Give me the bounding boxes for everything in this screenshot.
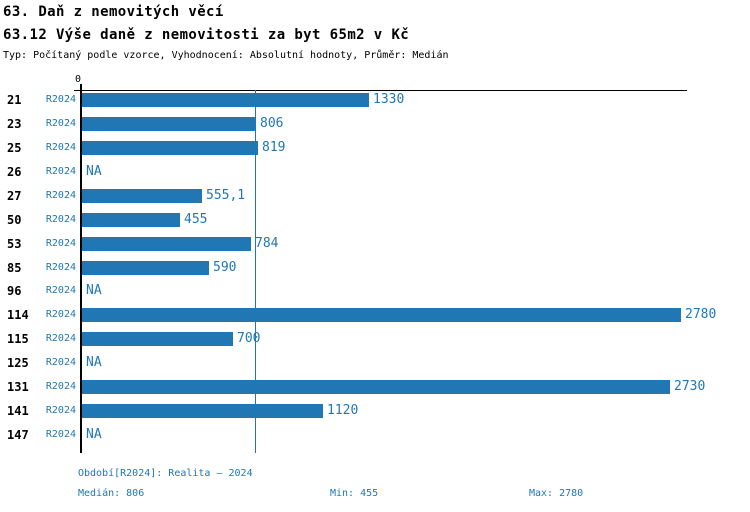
row-category: 131 bbox=[7, 380, 29, 394]
chart-row: 115 R2024 700 bbox=[0, 327, 750, 351]
row-series-label: R2024 bbox=[45, 166, 76, 177]
bar-value-label: 590 bbox=[213, 260, 237, 275]
bar bbox=[82, 404, 323, 418]
bar-value-label: 784 bbox=[255, 236, 279, 251]
row-category: 85 bbox=[7, 261, 22, 275]
footer-min: Min: 455 bbox=[330, 488, 379, 499]
median-reference-line bbox=[255, 90, 256, 453]
bar-value-label: 555,1 bbox=[206, 188, 246, 203]
row-category: 50 bbox=[7, 213, 22, 227]
row-category: 25 bbox=[7, 141, 22, 155]
row-series-label: R2024 bbox=[45, 118, 76, 129]
row-series-label: R2024 bbox=[45, 262, 76, 273]
bar bbox=[82, 189, 202, 203]
y-axis-line bbox=[80, 84, 82, 453]
axis-zero-label: 0 bbox=[75, 74, 82, 85]
row-series-label: R2024 bbox=[45, 333, 76, 344]
row-series-label: R2024 bbox=[45, 142, 76, 153]
chart-row: 23 R2024 806 bbox=[0, 112, 750, 136]
row-series-label: R2024 bbox=[45, 405, 76, 416]
bar-value-label: 1120 bbox=[327, 403, 359, 418]
row-category: 96 bbox=[7, 284, 22, 298]
row-series-label: R2024 bbox=[45, 214, 76, 225]
bar bbox=[82, 261, 209, 275]
row-series-label: R2024 bbox=[45, 381, 76, 392]
chart-row: 96 R2024 NA bbox=[0, 279, 750, 303]
row-category: 114 bbox=[7, 308, 29, 322]
bar bbox=[82, 308, 681, 322]
chart-row: 27 R2024 555,1 bbox=[0, 184, 750, 208]
row-category: 27 bbox=[7, 189, 22, 203]
bar-value-label: 455 bbox=[184, 212, 208, 227]
row-category: 23 bbox=[7, 117, 22, 131]
chart-row: 50 R2024 455 bbox=[0, 208, 750, 232]
chart-row: 53 R2024 784 bbox=[0, 232, 750, 256]
row-series-label: R2024 bbox=[45, 94, 76, 105]
chart-row: 25 R2024 819 bbox=[0, 136, 750, 160]
chart-row: 114 R2024 2780 bbox=[0, 303, 750, 327]
chart-row: 21 R2024 1330 bbox=[0, 88, 750, 112]
chart-row: 125 R2024 NA bbox=[0, 351, 750, 375]
bar-value-label: 819 bbox=[262, 140, 286, 155]
x-axis-line bbox=[74, 90, 687, 91]
chart-row: 85 R2024 590 bbox=[0, 256, 750, 280]
bar bbox=[82, 237, 251, 251]
row-series-label: R2024 bbox=[45, 429, 76, 440]
row-category: 141 bbox=[7, 404, 29, 418]
bar bbox=[82, 141, 258, 155]
footer-max: Max: 2780 bbox=[529, 488, 584, 499]
bar-value-label: NA bbox=[86, 164, 102, 179]
report-title: 63. Daň z nemovitých věcí bbox=[3, 4, 224, 20]
bar-value-label: NA bbox=[86, 427, 102, 442]
chart-row: 26 R2024 NA bbox=[0, 160, 750, 184]
row-category: 21 bbox=[7, 93, 22, 107]
indicator-title: 63.12 Výše daně z nemovitosti za byt 65m… bbox=[3, 27, 410, 43]
row-series-label: R2024 bbox=[45, 357, 76, 368]
bar bbox=[82, 332, 233, 346]
bar-value-label: NA bbox=[86, 355, 102, 370]
row-series-label: R2024 bbox=[45, 238, 76, 249]
bar bbox=[82, 117, 256, 131]
row-category: 147 bbox=[7, 428, 29, 442]
bar-value-label: 1330 bbox=[373, 92, 405, 107]
bar bbox=[82, 380, 670, 394]
chart-row: 147 R2024 NA bbox=[0, 423, 750, 447]
bar bbox=[82, 213, 180, 227]
bar-value-label: 2730 bbox=[674, 379, 706, 394]
bar-value-label: 2780 bbox=[685, 307, 717, 322]
row-category: 125 bbox=[7, 356, 29, 370]
row-series-label: R2024 bbox=[45, 309, 76, 320]
row-category: 26 bbox=[7, 165, 22, 179]
row-series-label: R2024 bbox=[45, 285, 76, 296]
row-category: 53 bbox=[7, 237, 22, 251]
bar-value-label: NA bbox=[86, 283, 102, 298]
row-series-label: R2024 bbox=[45, 190, 76, 201]
bar-value-label: 806 bbox=[260, 116, 284, 131]
chart-row: 141 R2024 1120 bbox=[0, 399, 750, 423]
row-category: 115 bbox=[7, 332, 29, 346]
chart-row: 131 R2024 2730 bbox=[0, 375, 750, 399]
indicator-meta: Typ: Počítaný podle vzorce, Vyhodnocení:… bbox=[3, 50, 449, 61]
footer-median: Medián: 806 bbox=[78, 488, 145, 499]
bar-value-label: 700 bbox=[237, 331, 261, 346]
bar bbox=[82, 93, 369, 107]
footer-period: Období[R2024]: Realita – 2024 bbox=[78, 468, 253, 479]
